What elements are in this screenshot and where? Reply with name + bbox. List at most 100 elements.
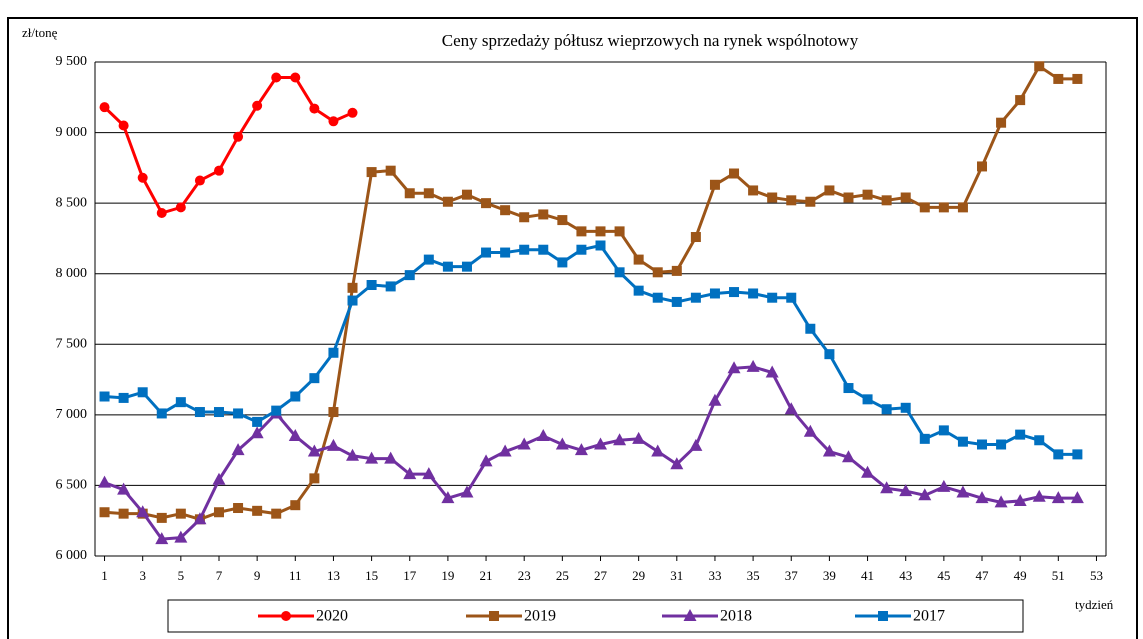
- data-point: [1053, 73, 1064, 84]
- data-point: [517, 437, 531, 450]
- data-point: [994, 495, 1008, 508]
- data-point: [841, 450, 855, 463]
- data-point: [136, 505, 150, 518]
- data-point: [786, 292, 797, 303]
- data-point: [233, 503, 244, 514]
- y-axis-label: zł/tonę: [22, 25, 58, 40]
- data-point: [309, 373, 320, 384]
- data-point: [899, 484, 913, 497]
- data-point: [290, 72, 301, 83]
- data-point: [613, 433, 627, 446]
- data-point: [918, 488, 932, 501]
- data-point: [557, 257, 568, 268]
- data-point: [614, 267, 625, 278]
- y-tick-label: 9 500: [56, 54, 88, 69]
- data-point: [156, 208, 167, 219]
- data-point: [156, 408, 167, 419]
- data-point: [271, 72, 282, 83]
- y-tick-label: 6 000: [56, 548, 88, 563]
- data-point: [385, 281, 396, 292]
- x-tick-label: 13: [327, 568, 340, 583]
- data-point: [1013, 493, 1027, 506]
- data-point: [767, 192, 778, 203]
- data-point: [118, 120, 129, 131]
- data-point: [384, 451, 398, 464]
- x-tick-label: 5: [178, 568, 185, 583]
- data-point: [328, 116, 339, 127]
- data-point: [290, 391, 301, 402]
- data-point: [479, 454, 493, 467]
- data-point: [651, 444, 665, 457]
- data-point: [919, 433, 930, 444]
- data-point: [213, 507, 224, 518]
- data-point: [746, 359, 760, 372]
- data-point: [175, 202, 186, 213]
- data-point: [919, 202, 930, 213]
- data-point: [422, 467, 436, 480]
- data-point: [500, 247, 511, 258]
- x-tick-label: 31: [670, 568, 683, 583]
- data-point: [996, 439, 1007, 450]
- data-point: [347, 282, 358, 293]
- data-point: [233, 408, 244, 419]
- data-point: [957, 202, 968, 213]
- data-point: [555, 437, 569, 450]
- y-tick-label: 7 500: [56, 337, 88, 352]
- data-point: [748, 185, 759, 196]
- x-tick-label: 45: [937, 568, 950, 583]
- data-point: [347, 295, 358, 306]
- data-point: [137, 387, 148, 398]
- data-point: [670, 457, 684, 470]
- x-tick-label: 27: [594, 568, 608, 583]
- data-point: [557, 215, 568, 226]
- data-point: [231, 443, 245, 456]
- legend-label: 2020: [316, 608, 348, 625]
- x-tick-label: 37: [785, 568, 799, 583]
- data-point: [881, 195, 892, 206]
- data-point: [213, 407, 224, 418]
- data-point: [824, 349, 835, 360]
- data-point: [727, 361, 741, 374]
- y-tick-label: 8 500: [56, 195, 88, 210]
- data-point: [538, 209, 549, 220]
- x-tick-label: 3: [139, 568, 146, 583]
- data-point: [765, 365, 779, 378]
- y-tick-label: 6 500: [56, 478, 88, 493]
- data-point: [347, 107, 358, 118]
- data-point: [729, 168, 740, 179]
- data-point: [975, 491, 989, 504]
- data-point: [99, 391, 110, 402]
- x-tick-label: 51: [1052, 568, 1065, 583]
- data-point: [937, 479, 951, 492]
- series-line: [103, 76, 354, 215]
- data-point: [880, 481, 894, 494]
- data-point: [156, 512, 167, 523]
- x-tick-label: 15: [365, 568, 378, 583]
- x-tick-label: 1: [101, 568, 108, 583]
- data-point: [729, 287, 740, 298]
- data-point: [709, 179, 720, 190]
- data-point: [175, 508, 186, 519]
- data-point: [481, 247, 492, 258]
- data-point: [538, 244, 549, 255]
- data-point: [900, 192, 911, 203]
- data-point: [996, 117, 1007, 128]
- data-point: [900, 402, 911, 413]
- data-point: [708, 393, 722, 406]
- legend-label: 2018: [720, 608, 752, 625]
- data-point: [118, 508, 129, 519]
- legend-marker: [281, 611, 291, 621]
- data-point: [1034, 61, 1045, 72]
- data-point: [423, 254, 434, 265]
- data-point: [233, 131, 244, 142]
- data-point: [346, 448, 360, 461]
- data-point: [938, 425, 949, 436]
- data-point: [252, 416, 263, 427]
- data-point: [536, 429, 550, 442]
- data-point: [155, 532, 169, 545]
- x-tick-label: 23: [518, 568, 531, 583]
- data-point: [1032, 489, 1046, 502]
- data-point: [212, 472, 226, 485]
- x-tick-label: 21: [480, 568, 493, 583]
